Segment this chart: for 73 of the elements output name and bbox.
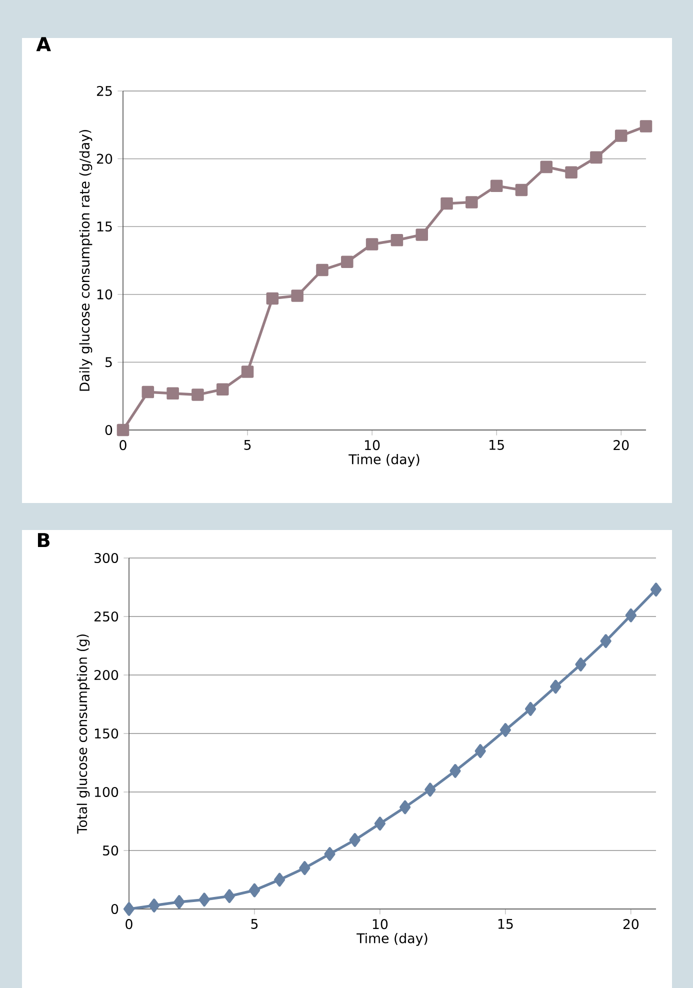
chart-title: B — [38, 533, 50, 548]
point — [216, 383, 229, 396]
point — [198, 892, 210, 907]
x-tick-label: 15 — [490, 440, 504, 450]
x-tick-label: 10 — [365, 440, 380, 450]
point — [600, 634, 612, 648]
y-tick-label: 15 — [97, 222, 112, 232]
y-axis-title: Daily glucose consumption rate (g/day) — [79, 130, 92, 391]
point — [248, 883, 260, 898]
x-tick-label: 0 — [126, 919, 132, 930]
point — [324, 847, 336, 861]
point — [640, 120, 652, 132]
x-axis-title: Time (day) — [356, 932, 428, 946]
point — [625, 608, 636, 622]
x-tick-label: 5 — [251, 919, 258, 929]
x-tick-label: 20 — [623, 919, 639, 930]
point — [424, 782, 436, 797]
y-tick-label: 300 — [94, 552, 118, 564]
point — [474, 744, 486, 758]
point — [540, 160, 553, 174]
y-tick-label: 50 — [103, 845, 118, 856]
point — [515, 184, 528, 196]
point — [316, 264, 328, 276]
y-tick-label: 20 — [96, 154, 112, 164]
point — [174, 895, 185, 909]
chart-title: A — [36, 37, 51, 52]
x-axis-title: Time (day) — [348, 454, 420, 467]
point — [299, 861, 310, 875]
point — [450, 764, 461, 778]
point — [116, 424, 130, 436]
x-tick-label: 15 — [498, 919, 513, 929]
point — [614, 130, 628, 142]
point — [416, 228, 428, 241]
x-tick-label: 0 — [120, 440, 126, 450]
point — [266, 292, 279, 305]
y-tick-label: 200 — [94, 670, 118, 680]
point — [366, 238, 378, 250]
y-axis-title: Total glucose consumption (g) — [76, 634, 90, 834]
y-tick-label: 100 — [94, 786, 118, 798]
x-tick-label: 10 — [372, 919, 388, 930]
y-tick-label: 0 — [105, 424, 112, 436]
point — [274, 872, 286, 887]
point — [192, 388, 204, 401]
y-tick-label: 150 — [94, 728, 118, 739]
point — [575, 658, 586, 672]
point — [166, 387, 179, 400]
point — [466, 196, 478, 208]
point — [650, 582, 662, 597]
x-tick-label: 20 — [614, 440, 629, 450]
y-tick-label: 0 — [111, 904, 118, 914]
point — [500, 723, 511, 737]
point — [490, 180, 503, 192]
point — [148, 898, 160, 912]
x-tick-label: 5 — [244, 440, 251, 450]
point — [590, 151, 602, 164]
point — [390, 234, 404, 246]
point — [550, 680, 562, 694]
y-tick-label: 5 — [105, 357, 112, 368]
point — [142, 386, 154, 398]
point — [341, 256, 354, 268]
point — [400, 800, 411, 814]
point — [291, 290, 304, 302]
y-tick-label: 25 — [96, 86, 112, 96]
point — [349, 833, 360, 847]
point — [440, 197, 453, 210]
y-tick-label: 250 — [94, 611, 118, 622]
y-tick-label: 10 — [97, 289, 112, 300]
point — [524, 702, 536, 716]
point — [374, 816, 386, 831]
point — [241, 366, 254, 378]
point — [224, 889, 235, 904]
point — [123, 902, 135, 916]
point — [565, 166, 578, 178]
